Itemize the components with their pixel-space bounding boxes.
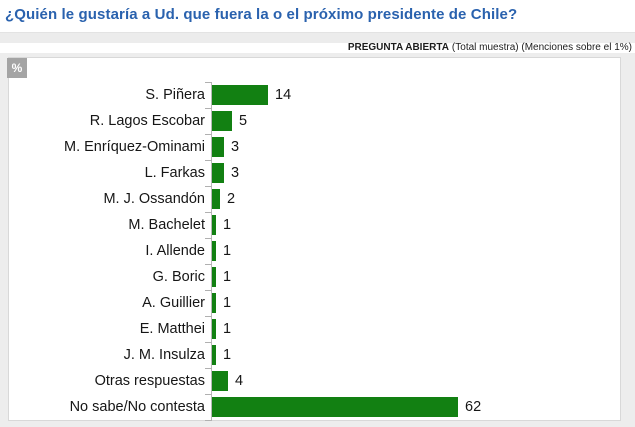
axis-tick — [205, 316, 212, 317]
chart-area: S. Piñera 14 R. Lagos Escobar 5 M. Enríquez-… — [8, 57, 621, 421]
bar — [212, 189, 220, 209]
chart-subtitle: PREGUNTA ABIERTA (Total muestra) (Mencion… — [348, 42, 632, 53]
axis-tick — [205, 108, 212, 109]
value-label: 1 — [223, 321, 232, 337]
axis-tick — [205, 368, 212, 369]
value-label: 1 — [223, 243, 232, 259]
bar — [212, 293, 216, 313]
value-label: 1 — [223, 269, 232, 285]
percent-badge: % — [7, 58, 27, 78]
category-label: No sabe/No contesta — [69, 399, 205, 415]
axis-tick — [205, 212, 212, 213]
value-label: 62 — [465, 399, 482, 415]
value-label: 1 — [223, 217, 232, 233]
category-label: A. Guillier — [142, 295, 205, 311]
category-label: E. Matthei — [139, 321, 205, 337]
axis-tick — [205, 82, 212, 83]
axis-tick — [205, 290, 212, 291]
value-label: 1 — [223, 347, 232, 363]
category-label: G. Boric — [152, 269, 205, 285]
value-label: 2 — [227, 191, 236, 207]
category-axis — [211, 82, 212, 421]
category-label: Otras respuestas — [94, 373, 205, 389]
axis-tick — [205, 238, 212, 239]
bar — [212, 319, 216, 339]
bar — [212, 241, 216, 261]
value-label: 1 — [223, 295, 232, 311]
axis-tick — [205, 420, 212, 421]
bar — [212, 111, 232, 131]
bar — [212, 137, 224, 157]
category-label: I. Allende — [145, 243, 205, 259]
bar — [212, 215, 216, 235]
bar — [212, 371, 228, 391]
value-label: 3 — [231, 139, 240, 155]
chart-subtitle-bold: PREGUNTA ABIERTA — [347, 42, 449, 53]
bar — [212, 163, 224, 183]
plot-area: S. Piñera 14 R. Lagos Escobar 5 M. Enríquez-… — [9, 58, 620, 421]
category-label: R. Lagos Escobar — [89, 113, 205, 129]
bar — [212, 345, 216, 365]
axis-tick — [205, 160, 212, 161]
category-label: M. J. Ossandón — [103, 191, 205, 207]
axis-tick — [205, 186, 212, 187]
bar — [212, 397, 458, 417]
value-label: 14 — [275, 87, 292, 103]
value-label: 5 — [239, 113, 248, 129]
value-label: 3 — [231, 165, 240, 181]
axis-tick — [205, 264, 212, 265]
category-label: L. Farkas — [144, 165, 205, 181]
value-label: 4 — [235, 373, 244, 389]
category-label: J. M. Insulza — [123, 347, 205, 363]
bar — [212, 85, 268, 105]
header-divider-band — [0, 32, 635, 43]
category-label: M. Bachelet — [128, 217, 205, 233]
axis-tick — [205, 134, 212, 135]
axis-tick — [205, 342, 212, 343]
bar — [212, 267, 216, 287]
category-label: M. Enríquez-Ominami — [63, 139, 205, 155]
page-title: ¿Quién le gustaría a Ud. que fuera la o … — [5, 6, 518, 23]
category-label: S. Piñera — [145, 87, 205, 103]
axis-tick — [205, 394, 212, 395]
chart-subtitle-rest: (Total muestra) (Menciones sobre el 1%) — [451, 42, 632, 53]
